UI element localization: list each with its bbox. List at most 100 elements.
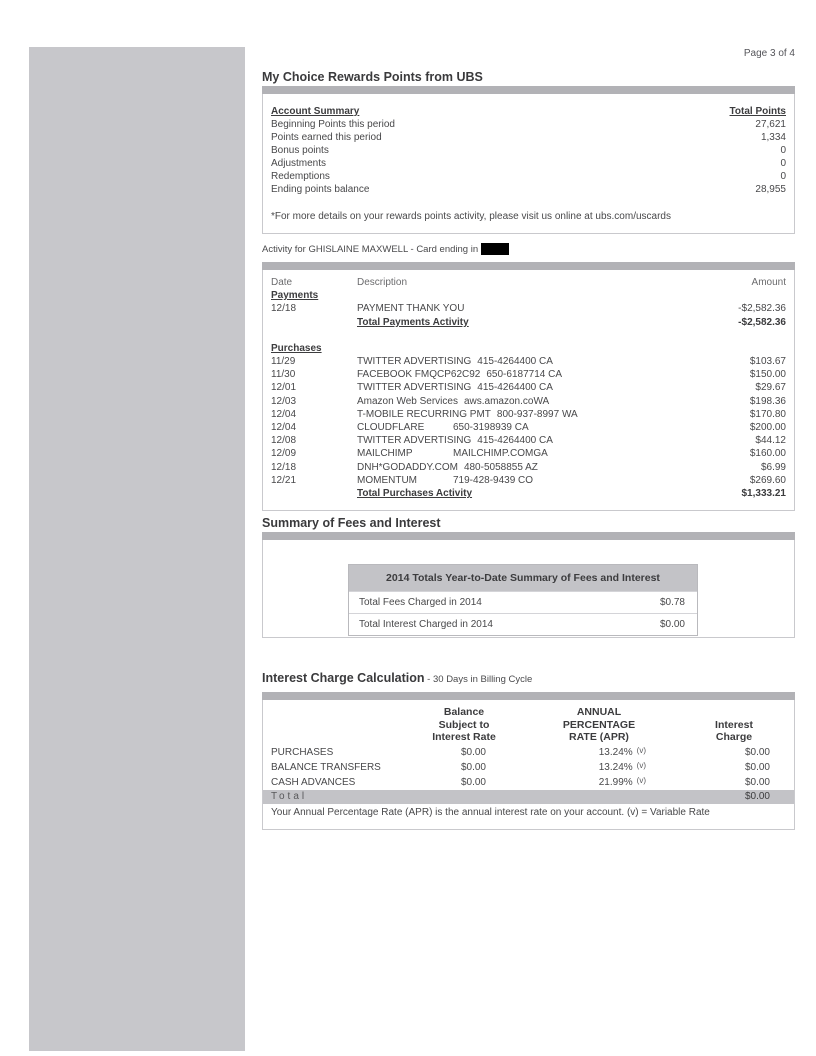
account-summary-row: Beginning Points this period 27,621 — [271, 119, 786, 132]
purchase-row: 12/04 CLOUDFLARE 650-3198939 CA $200.00 — [271, 421, 786, 434]
activity-line-text: Activity for GHISLAINE MAXWELL - Card en… — [262, 243, 479, 255]
interest-column-headers: Balance Subject to Interest Rate ANNUAL … — [263, 706, 794, 744]
summary-row-value: 0 — [780, 157, 786, 169]
account-summary-rows: Beginning Points this period 27,621 Poin… — [271, 119, 786, 196]
payment-row: 12/18 PAYMENT THANK YOU -$2,582.36 — [271, 302, 786, 315]
fees-table-title: 2014 Totals Year-to-Date Summary of Fees… — [349, 565, 697, 591]
interest-row-label: PURCHASES — [271, 746, 334, 758]
purchase-date: 12/21 — [271, 474, 297, 486]
interest-row-apr: 13.24% — [598, 761, 633, 773]
purchase-date: 12/03 — [271, 395, 297, 407]
purchase-date: 11/29 — [271, 356, 296, 368]
purchase-row: 11/30 FACEBOOK FMQCP62C92 650-6187714 CA … — [271, 368, 786, 381]
purchase-detail: 415-4264400 CA — [477, 435, 553, 447]
fees-row-value: $0.00 — [659, 619, 685, 630]
payments-rows: 12/18 PAYMENT THANK YOU -$2,582.36 — [271, 302, 786, 315]
account-summary-row: Ending points balance 28,955 — [271, 184, 786, 197]
purchase-desc: Amazon Web Services — [357, 395, 458, 407]
fees-rows: Total Fees Charged in 2014 $0.78 Total I… — [349, 591, 697, 635]
interest-total-label: Total — [271, 791, 308, 803]
interest-table: Balance Subject to Interest Rate ANNUAL … — [262, 700, 795, 830]
rewards-title: My Choice Rewards Points from UBS — [262, 70, 483, 84]
purchase-amount: $269.60 — [749, 474, 786, 486]
interest-total-row: Total $0.00 — [263, 790, 794, 804]
purchase-row: 12/09 MAILCHIMP MAILCHIMP.COMGA $160.00 — [271, 447, 786, 460]
interest-row-charge: $0.00 — [744, 746, 770, 758]
purchase-desc: TWITTER ADVERTISING — [357, 435, 472, 447]
purchase-row: 12/18 DNH*GODADDY.COM 480-5058855 AZ $6.9… — [271, 461, 786, 474]
purchase-date: 12/09 — [271, 448, 297, 460]
col-interest-charge: Interest Charge — [715, 718, 753, 744]
fees-table: 2014 Totals Year-to-Date Summary of Fees… — [348, 564, 698, 636]
purchase-desc: MOMENTUM — [357, 474, 417, 486]
purchase-detail: 415-4264400 CA — [477, 356, 553, 368]
purchase-desc: TWITTER ADVERTISING — [357, 382, 472, 394]
interest-row-apr: 21.99% — [598, 776, 633, 788]
account-summary-box: Account Summary Total Points Beginning P… — [262, 94, 795, 235]
purchase-row: 12/21 MOMENTUM 719-428-9439 CO $269.60 — [271, 474, 786, 487]
summary-row-label: Beginning Points this period — [271, 119, 395, 130]
purchase-desc: CLOUDFLARE — [357, 422, 425, 434]
col-date: Date — [271, 277, 293, 288]
payment-desc: PAYMENT THANK YOU — [357, 303, 465, 315]
purchase-desc: T-MOBILE RECURRING PMT — [357, 408, 491, 420]
interest-row-balance: $0.00 — [460, 776, 486, 788]
purchase-date: 12/01 — [271, 382, 297, 394]
interest-row-balance: $0.00 — [460, 761, 486, 773]
activity-column-headers: Date Description Amount — [271, 276, 786, 289]
purchase-date: 12/18 — [271, 461, 297, 473]
summary-row-label: Bonus points — [271, 144, 329, 156]
interest-rows: PURCHASES $0.00 13.24% (v) $0.00 BALANCE … — [263, 744, 794, 790]
variable-rate-marker: (v) — [636, 760, 646, 770]
purchases-rows: 11/29 TWITTER ADVERTISING 415-4264400 CA … — [271, 355, 786, 487]
purchase-detail: 719-428-9439 CO — [453, 474, 534, 486]
activity-table: Date Description Amount Payments 12/18 P… — [262, 270, 795, 512]
purchase-date: 11/30 — [271, 369, 296, 381]
purchases-total-row: Total Purchases Activity $1,333.21 — [271, 487, 786, 500]
col-description: Description — [357, 277, 408, 288]
purchases-section-label: Purchases — [271, 342, 322, 354]
purchase-detail: 800-937-8997 WA — [496, 408, 578, 420]
interest-row: PURCHASES $0.00 13.24% (v) $0.00 — [263, 744, 794, 759]
purchase-amount: $160.00 — [749, 448, 786, 460]
summary-row-label: Adjustments — [271, 157, 327, 169]
purchase-desc: TWITTER ADVERTISING — [357, 356, 472, 368]
interest-box-bar — [262, 692, 795, 700]
purchase-desc: DNH*GODADDY.COM — [357, 461, 458, 473]
fees-row-label: Total Fees Charged in 2014 — [359, 597, 482, 608]
col-balance-subject: Balance Subject to Interest Rate — [432, 706, 496, 743]
fees-title: Summary of Fees and Interest — [262, 516, 441, 530]
summary-row-value: 0 — [780, 144, 786, 156]
purchase-row: 11/29 TWITTER ADVERTISING 415-4264400 CA … — [271, 355, 786, 368]
purchase-amount: $29.67 — [755, 382, 786, 394]
interest-title: Interest Charge Calculation - 30 Days in… — [262, 671, 795, 685]
account-summary-row: Bonus points 0 — [271, 145, 786, 158]
interest-row-label: BALANCE TRANSFERS — [271, 761, 381, 773]
payments-total-amount: -$2,582.36 — [738, 316, 786, 328]
activity-for-line: Activity for GHISLAINE MAXWELL - Card en… — [262, 243, 795, 255]
interest-row-charge: $0.00 — [744, 761, 770, 773]
account-summary-header: Account Summary — [271, 106, 360, 117]
purchase-row: 12/03 Amazon Web Services aws.amazon.coWA… — [271, 395, 786, 408]
fees-row: Total Interest Charged in 2014 $0.00 — [349, 613, 697, 635]
summary-row-value: 27,621 — [755, 119, 786, 130]
purchase-row: 12/01 TWITTER ADVERTISING 415-4264400 CA … — [271, 381, 786, 394]
col-apr: ANNUAL PERCENTAGE RATE (APR) — [562, 706, 636, 743]
interest-row-label: CASH ADVANCES — [271, 776, 356, 788]
purchase-amount: $44.12 — [755, 435, 786, 447]
col-amount: Amount — [751, 277, 786, 288]
account-summary-row: Redemptions 0 — [271, 171, 786, 184]
purchase-desc: FACEBOOK FMQCP62C92 — [357, 369, 481, 381]
variable-rate-marker: (v) — [636, 775, 646, 785]
rewards-box-bar — [262, 86, 795, 94]
fees-box: 2014 Totals Year-to-Date Summary of Fees… — [262, 540, 795, 638]
interest-row: CASH ADVANCES $0.00 21.99% (v) $0.00 — [263, 774, 794, 789]
rewards-footnote: *For more details on your rewards points… — [271, 211, 671, 223]
purchases-total-amount: $1,333.21 — [741, 488, 787, 500]
fees-row: Total Fees Charged in 2014 $0.78 — [349, 591, 697, 613]
purchase-detail: 650-6187714 CA — [486, 369, 562, 381]
summary-row-label: Points earned this period — [271, 131, 382, 143]
purchase-row: 12/08 TWITTER ADVERTISING 415-4264400 CA … — [271, 434, 786, 447]
purchase-amount: $170.80 — [749, 408, 786, 420]
